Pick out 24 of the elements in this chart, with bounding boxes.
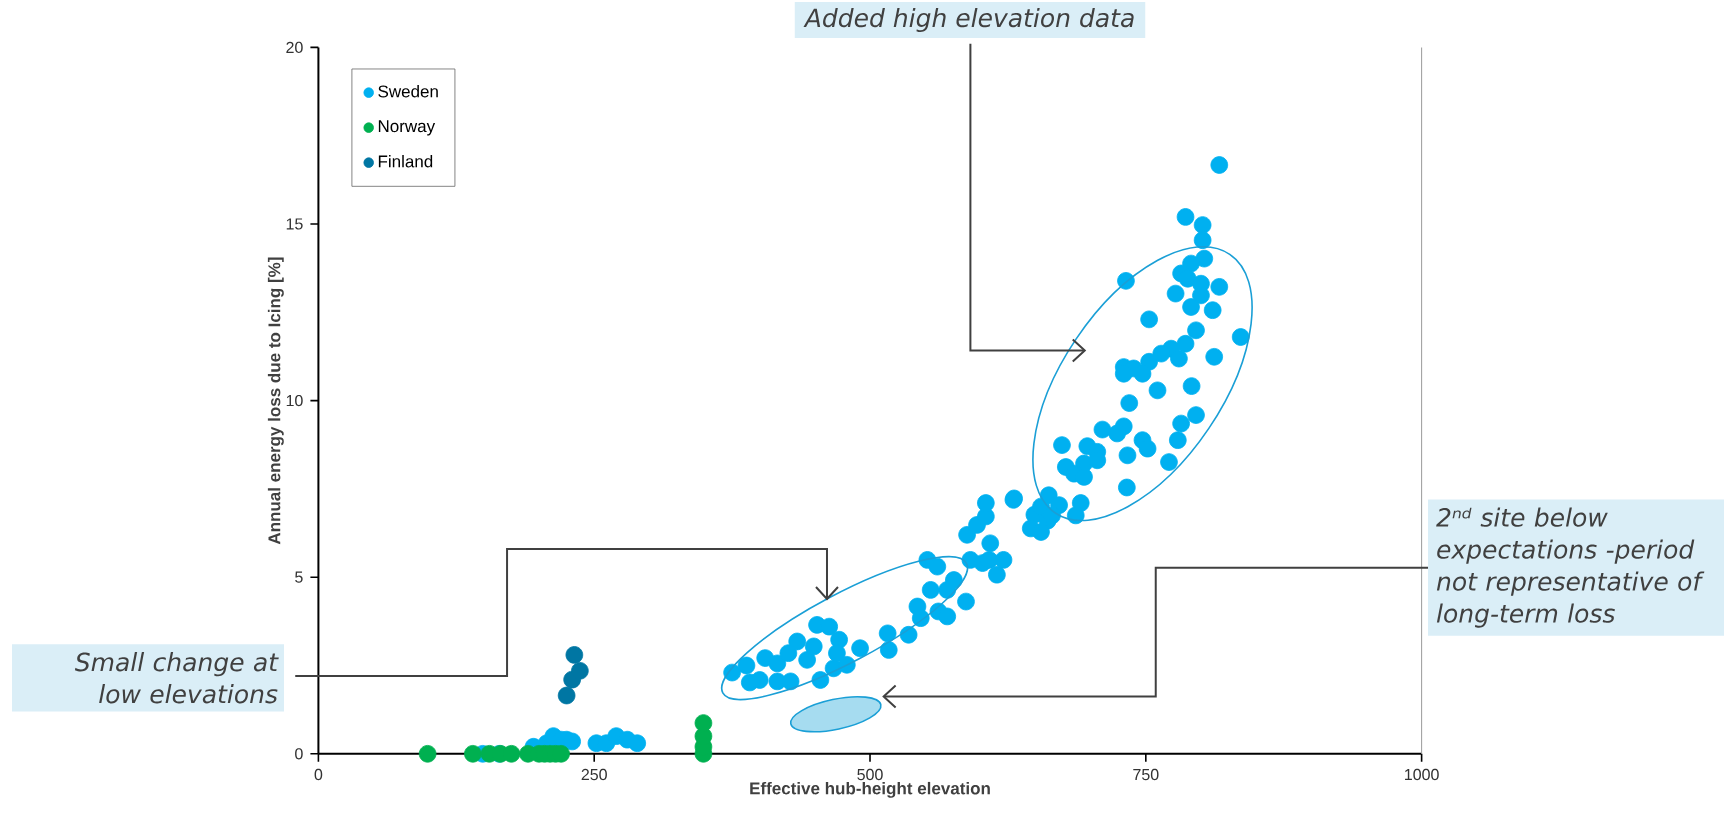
y-axis-title: Annual energy loss due to Icing [%] xyxy=(267,257,284,545)
y-tick-label: 15 xyxy=(286,218,303,230)
point xyxy=(565,646,584,664)
y-tick-label: 20 xyxy=(286,41,303,54)
y-tick-label: 0 xyxy=(295,748,303,760)
x-tick-label: 250 xyxy=(581,768,607,781)
point xyxy=(571,662,589,680)
legend-label: Finland xyxy=(378,154,433,168)
point xyxy=(464,744,482,763)
x-tick-label: 500 xyxy=(857,768,883,781)
x-tick-label: 1000 xyxy=(1405,768,1439,781)
text: Small change at low elevations xyxy=(74,652,279,704)
point xyxy=(418,744,437,763)
point xyxy=(557,686,576,705)
point xyxy=(694,714,713,732)
x-axis-title: Effective hub-height elevation xyxy=(750,781,990,798)
y-tick-label: 10 xyxy=(286,394,303,407)
text: Added high elevation data xyxy=(803,7,1134,33)
x-tick-label: 0 xyxy=(314,768,323,781)
legend-label: Sweden xyxy=(378,84,438,98)
text: 2ⁿᵈ site below expectations -period not representative of long-term loss xyxy=(1436,507,1705,628)
x-tick-label: 750 xyxy=(1133,768,1159,781)
y-tick-label: 5 xyxy=(295,571,303,583)
legend-label: Norway xyxy=(378,120,436,136)
